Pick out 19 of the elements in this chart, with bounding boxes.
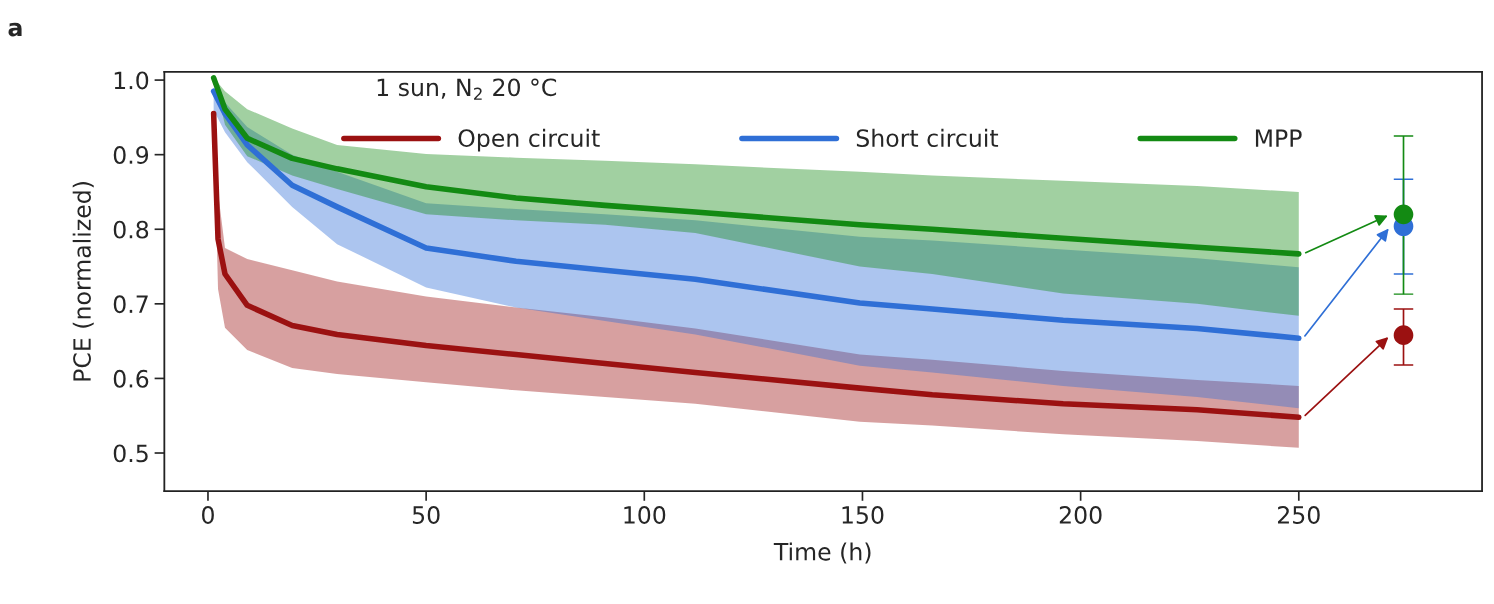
y-tick-label: 1.0 xyxy=(114,71,149,90)
x-axis-title: Time (h) xyxy=(773,542,871,564)
x-tick-label: 100 xyxy=(624,506,666,524)
legend-label: Open circuit xyxy=(458,128,600,152)
y-tick-label: 0.7 xyxy=(113,295,148,314)
y-axis-title: PCE (normalized) xyxy=(72,182,94,381)
y-tick-label: 0.5 xyxy=(113,444,148,463)
legend-label: Short circuit xyxy=(856,128,999,148)
legend-label: MPP xyxy=(1255,129,1302,147)
text: a xyxy=(8,22,22,37)
y-tick-label: 0.9 xyxy=(113,146,149,164)
x-tick-label: 200 xyxy=(1059,506,1102,524)
y-tick-label: 0.6 xyxy=(113,369,149,388)
x-tick-label: 250 xyxy=(1277,506,1320,524)
annotation: 1 sun, N$_{2}$ 20 °C xyxy=(377,78,557,100)
x-tick-label: 150 xyxy=(842,506,884,524)
y-tick-label: 0.8 xyxy=(113,220,149,239)
x-tick-label: 0 xyxy=(202,506,214,524)
x-tick-label: 50 xyxy=(412,506,440,524)
